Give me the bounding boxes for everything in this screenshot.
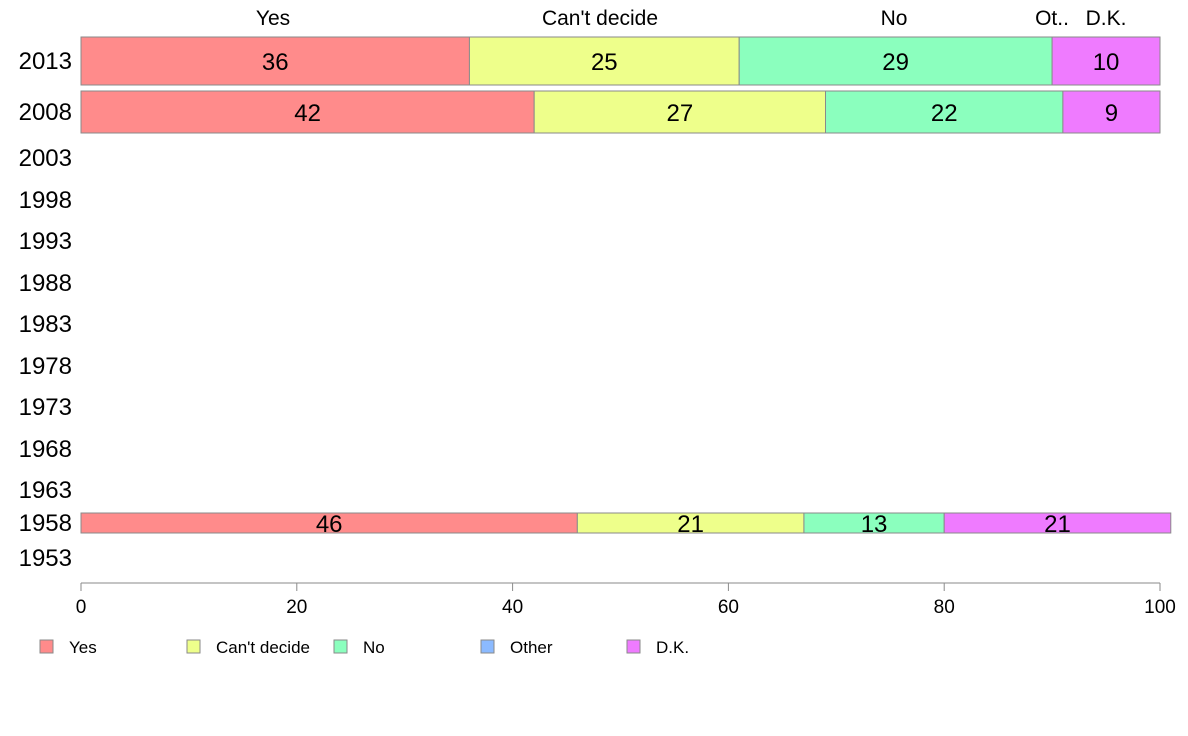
data-label: 36 [262, 49, 289, 76]
y-tick-label: 1963 [19, 477, 72, 504]
x-tick-label: 60 [718, 597, 739, 618]
data-label: 21 [1044, 511, 1071, 538]
column-header: D.K. [1086, 7, 1127, 30]
x-tick-label: 0 [76, 597, 87, 618]
bar-segment [533, 90, 827, 134]
y-tick-label: 2003 [19, 145, 72, 172]
y-tick-label: 2013 [19, 48, 72, 75]
legend: Yes Can't decide No Other D.K. [39, 638, 689, 657]
y-tick-label: 1958 [19, 510, 72, 537]
y-tick-label: 1968 [19, 436, 72, 463]
bar-segment [738, 36, 1053, 86]
data-label: 46 [316, 511, 343, 538]
legend-swatch [333, 639, 348, 654]
data-label: 9 [1105, 100, 1118, 127]
data-label: 27 [666, 100, 693, 127]
y-tick-label: 1978 [19, 353, 72, 380]
legend-label: Yes [69, 638, 97, 657]
data-label: 13 [861, 511, 888, 538]
data-label: 29 [882, 49, 909, 76]
bar-segment [1062, 90, 1161, 134]
data-label: 21 [677, 511, 704, 538]
bar-segment [80, 36, 470, 86]
legend-label: Other [510, 638, 553, 657]
x-tick-label: 80 [934, 597, 955, 618]
bars: 36 25 29 10 42 27 22 9 46 21 13 21 [80, 36, 1172, 538]
legend-label: Can't decide [216, 638, 310, 657]
y-tick-label: 1953 [19, 545, 72, 572]
y-tick-label: 1993 [19, 228, 72, 255]
column-header: Yes [256, 7, 290, 30]
column-header: No [881, 7, 908, 30]
legend-swatch [186, 639, 201, 654]
legend-swatch [480, 639, 495, 654]
data-label: 10 [1093, 49, 1120, 76]
bar-segment [1051, 36, 1161, 86]
y-tick-label: 1988 [19, 270, 72, 297]
legend-swatch [39, 639, 54, 654]
legend-swatch [626, 639, 641, 654]
y-tick-label: 2008 [19, 99, 72, 126]
x-tick-label: 40 [502, 597, 523, 618]
data-label: 22 [931, 100, 958, 127]
x-tick-label: 20 [286, 597, 307, 618]
y-axis-labels: 2013 2008 2003 1998 1993 1988 1983 1978 1973 1968… [19, 48, 72, 572]
data-label: 25 [591, 49, 618, 76]
column-header: Ot.. [1035, 7, 1069, 30]
bar-segment [80, 90, 535, 134]
y-tick-label: 1998 [19, 187, 72, 214]
column-header: Can't decide [542, 7, 658, 30]
bar-segment [825, 90, 1064, 134]
y-tick-label: 1983 [19, 311, 72, 338]
legend-label: No [363, 638, 385, 657]
bar-segment [943, 512, 1172, 534]
legend-label: D.K. [656, 638, 689, 657]
x-axis: 0 20 40 60 80 100 [76, 582, 1176, 618]
bar-segment [468, 36, 740, 86]
y-tick-label: 1973 [19, 394, 72, 421]
x-tick-label: 100 [1144, 597, 1176, 618]
data-label: 42 [294, 100, 321, 127]
column-headers: Yes Can't decide No Ot.. D.K. [256, 7, 1127, 30]
